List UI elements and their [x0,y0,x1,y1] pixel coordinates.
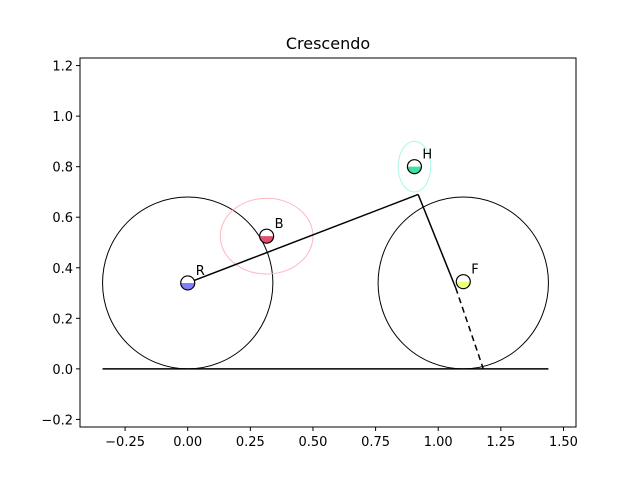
rear-wheel [102,196,274,370]
y-tick-label-7: 1.2 [52,60,73,75]
point-r-label: R [196,264,205,279]
frame-top [187,193,419,284]
x-tick-label-7: 1.50 [549,435,578,450]
x-tick-label-2: 0.25 [236,435,265,450]
fork-extension [455,287,485,370]
point-f [455,274,471,290]
y-tick-label-1: 0.0 [52,363,73,378]
x-tick-label-3: 0.50 [298,435,327,450]
axes-frame [79,57,577,428]
fork [417,194,457,289]
point-r-fill [180,282,195,290]
y-tick-label-5: 0.8 [52,161,73,176]
point-h-fill [407,166,422,174]
point-f-label: F [471,263,478,278]
y-tick-label-2: 0.2 [52,312,73,327]
x-tick-label-1: 0.00 [173,435,202,450]
chart-title: Crescendo [286,34,370,53]
x-tick-label-4: 0.75 [361,435,390,450]
point-r [180,275,196,291]
point-f-fill [456,281,471,289]
y-tick-label-0: −0.2 [41,413,73,428]
point-b [259,228,275,244]
point-b-label: B [275,217,284,232]
point-b-fill [259,236,274,244]
y-tick-label-6: 1.0 [52,110,73,125]
x-tick-label-0: −0.25 [105,435,145,450]
point-h [406,159,423,175]
B-ellipse [219,197,314,275]
x-tick-label-6: 1.25 [486,435,515,450]
axis-ticks: −0.25 0.00 0.25 0.50 0.75 1.00 1.25 1.50 −0.2 0.0… [41,60,578,450]
x-tick-label-5: 1.00 [424,435,453,450]
y-tick-label-3: 0.4 [52,262,73,277]
y-tick-label-4: 0.6 [52,211,73,226]
plot-area: R B H F [102,140,549,370]
front-wheel [377,196,549,370]
point-h-label: H [422,148,432,163]
H-ellipse [397,140,432,193]
